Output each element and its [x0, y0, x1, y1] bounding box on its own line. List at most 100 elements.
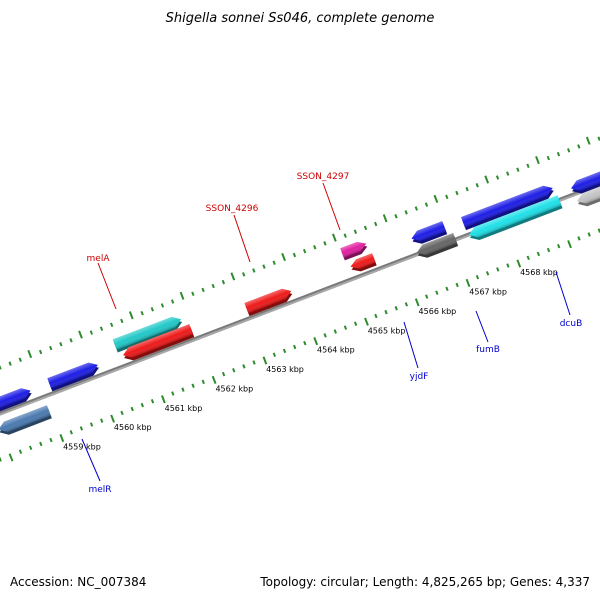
- top-tick-minor: [59, 341, 63, 347]
- gene-feature-highlight: [571, 158, 600, 191]
- gene-feature[interactable]: [415, 232, 459, 261]
- bottom-tick-minor: [181, 387, 185, 392]
- bottom-tick-major: [465, 278, 471, 288]
- tick-label: 4566 kbp: [419, 307, 457, 316]
- top-tick-minor: [0, 365, 2, 370]
- gene-feature[interactable]: [244, 286, 294, 317]
- bottom-tick-minor: [191, 383, 195, 388]
- bottom-tick-minor: [384, 309, 388, 315]
- map-track-group: 4559 kbp 4560 kbp 4561 kbp 4562 kbp 4563 kbp…: [0, 136, 600, 462]
- bottom-tick-minor: [435, 290, 439, 295]
- tick-label: 4565 kbp: [368, 326, 406, 335]
- top-tick-minor: [201, 287, 205, 293]
- top-tick-major: [535, 155, 540, 165]
- bottom-tick-major: [364, 317, 369, 326]
- gene-label-sson-4296[interactable]: SSON_4296: [206, 204, 259, 214]
- top-tick-minor: [292, 252, 297, 258]
- tick-label: 4564 kbp: [317, 346, 355, 355]
- bottom-tick-minor: [221, 371, 226, 377]
- gene-feature-highlight: [123, 324, 194, 358]
- top-tick-minor: [211, 283, 215, 289]
- top-tick-minor: [546, 155, 550, 161]
- top-tick-minor: [313, 245, 317, 250]
- gene-feature-highlight: [576, 167, 600, 204]
- gene-callouts: [81, 182, 571, 482]
- top-tick-minor: [526, 163, 530, 169]
- top-tick-minor: [465, 186, 469, 192]
- gene-feature-highlight: [112, 316, 182, 350]
- bottom-tick-major: [211, 375, 217, 384]
- top-tick-minor: [252, 268, 256, 273]
- gene-label-fumb[interactable]: fumB: [476, 345, 500, 355]
- top-tick-minor: [69, 338, 73, 343]
- bottom-tick-minor: [374, 313, 378, 319]
- top-tick-minor: [506, 171, 510, 176]
- top-tick-minor: [160, 303, 165, 308]
- bottom-tick-minor: [485, 271, 490, 276]
- gene-feature[interactable]: [575, 167, 600, 209]
- gene-feature[interactable]: [0, 405, 52, 437]
- top-tick-major: [382, 214, 388, 223]
- gene-feature[interactable]: [112, 314, 184, 353]
- top-tick-minor: [38, 349, 43, 355]
- gene-label-melr[interactable]: melR: [88, 485, 111, 495]
- gene-label-sson-4297[interactable]: SSON_4297: [297, 172, 350, 182]
- top-tick-minor: [272, 260, 276, 265]
- bottom-tick-major: [8, 453, 14, 462]
- bottom-tick-minor: [242, 364, 246, 369]
- top-tick-minor: [363, 225, 368, 231]
- top-tick-minor: [302, 248, 307, 254]
- top-tick-minor: [99, 326, 104, 331]
- tick-label: 4560 kbp: [114, 423, 152, 432]
- top-tick-minor: [191, 291, 195, 297]
- top-tick-major: [27, 349, 33, 359]
- top-tick-minor: [323, 241, 327, 246]
- top-tick-minor: [455, 190, 459, 196]
- gene-label-dcub[interactable]: dcuB: [560, 319, 583, 329]
- gene-feature-highlight: [416, 232, 458, 255]
- top-tick-minor: [495, 175, 500, 180]
- gene-feature[interactable]: [349, 253, 377, 274]
- gene-label-layer: melA SSON_4296 SSON_4297 melR yjdF fumB …: [87, 172, 583, 495]
- gene-label-yjdf[interactable]: yjdF: [410, 372, 429, 382]
- top-tick-major: [484, 175, 490, 184]
- bottom-tick-minor: [394, 305, 398, 311]
- top-tick-major: [179, 291, 185, 300]
- bottom-tick-minor: [333, 329, 337, 334]
- gene-feature-highlight: [47, 362, 98, 389]
- bottom-tick-minor: [404, 302, 409, 307]
- gene-feature[interactable]: [467, 195, 563, 243]
- gene-label-mela[interactable]: melA: [87, 254, 111, 264]
- bottom-tick-minor: [546, 247, 551, 253]
- bottom-tick-minor: [89, 422, 94, 427]
- gene-feature[interactable]: [0, 385, 34, 417]
- gene-feature-highlight: [350, 253, 376, 269]
- top-tick-minor: [556, 151, 561, 157]
- bottom-tick-minor: [69, 430, 73, 435]
- bottom-tick-minor: [343, 325, 348, 330]
- bottom-tick-major: [262, 356, 268, 365]
- bottom-tick-minor: [425, 294, 429, 299]
- gene-feature-highlight: [340, 241, 367, 258]
- top-tick-minor: [110, 322, 114, 328]
- gene-feature[interactable]: [47, 360, 101, 392]
- gene-feature-highlight: [244, 288, 292, 314]
- gene-feature[interactable]: [461, 183, 556, 231]
- gene-feature[interactable]: [569, 158, 600, 196]
- top-tick-minor: [374, 221, 378, 227]
- bottom-tick-minor: [496, 267, 500, 272]
- bottom-tick-minor: [171, 391, 175, 396]
- bottom-tick-major: [516, 259, 522, 268]
- top-tick-minor: [414, 206, 418, 211]
- bottom-tick-minor: [100, 418, 104, 423]
- top-tick-minor: [18, 357, 22, 362]
- gene-feature-highlight: [461, 185, 553, 228]
- gene-feature[interactable]: [410, 221, 448, 247]
- gene-feature[interactable]: [121, 324, 195, 363]
- bottom-tick-minor: [323, 333, 327, 338]
- top-tick-track: [0, 136, 600, 370]
- gene-feature[interactable]: [340, 239, 369, 261]
- bottom-tick-minor: [506, 263, 510, 268]
- bottom-tick-minor: [252, 360, 256, 365]
